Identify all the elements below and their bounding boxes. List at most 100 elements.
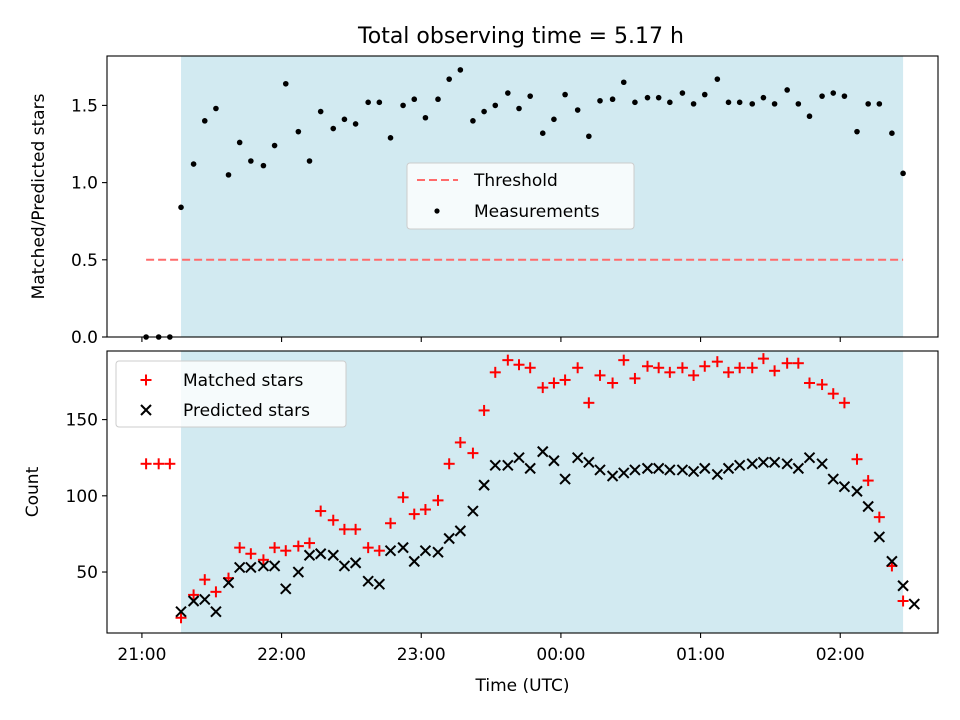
measurement-point (505, 90, 511, 96)
predicted-star-point (187, 595, 200, 607)
matched-star-point (734, 362, 746, 374)
matched-star-point (385, 517, 397, 529)
matched-star-point (746, 362, 758, 374)
matched-star-point (629, 372, 641, 384)
matched-star-point (304, 537, 316, 549)
predicted-star-point (733, 459, 746, 472)
ratio-y-tick-label: 1.5 (71, 96, 98, 116)
measurement-point (539, 130, 546, 136)
ratio-legend: Threshold Measurements (406, 162, 635, 230)
measurement-point (248, 158, 254, 164)
matched-star-point (478, 404, 490, 416)
count-axes-frame (106, 350, 939, 634)
measurement-point (201, 118, 208, 124)
measurement-point (470, 118, 476, 124)
predicted-star-point (233, 561, 246, 574)
legend-measurements-label: Measurements (474, 202, 600, 222)
time-x-tick-label: 23:00 (397, 645, 446, 665)
predicted-star-point (792, 462, 805, 475)
matched-star-point (572, 362, 584, 374)
count-y-tick-label: 100 (66, 487, 98, 507)
predicted-star-point (676, 464, 689, 476)
predicted-star-point (303, 549, 316, 561)
measurement-point (400, 102, 406, 109)
matched-star-point (769, 365, 781, 377)
predicted-star-point (594, 464, 606, 476)
measurement-point (446, 76, 452, 82)
measurement-point (830, 90, 837, 96)
matched-star-point (838, 397, 850, 409)
predicted-star-point (175, 605, 187, 618)
measurement-point (620, 79, 627, 86)
matched-star-point (454, 436, 466, 448)
predicted-star-point (722, 462, 735, 475)
matched-star-point (175, 612, 187, 624)
predicted-star-point (629, 464, 641, 476)
predicted-star-point (478, 479, 490, 491)
predicted-star-point (210, 605, 222, 618)
measurement-point (655, 94, 662, 101)
predicted-star-point (524, 462, 536, 475)
ratio-panel: 0.0 0.5 1.0 1.5 Matched/Predicted stars Thr… (29, 55, 939, 348)
measurement-point (795, 101, 802, 107)
legend-predicted-label: Predicted stars (183, 401, 310, 421)
matched-star-point (688, 369, 700, 381)
measurement-point (679, 90, 686, 96)
matched-star-point (781, 357, 793, 369)
predicted-star-point (897, 580, 909, 592)
matched-star-point (711, 356, 723, 368)
predicted-star-point (338, 560, 351, 572)
measurement-point (690, 101, 697, 107)
matched-star-point (269, 542, 281, 554)
measurement-point (889, 130, 895, 136)
predicted-star-point (373, 578, 386, 590)
matched-star-point (199, 574, 211, 586)
measurement-point (190, 161, 197, 167)
predicted-star-point (467, 505, 479, 517)
matched-star-point (419, 504, 431, 516)
matched-star-point (210, 586, 222, 598)
count-y-axis-label: Count (23, 466, 43, 517)
measurement-point (609, 96, 616, 103)
matched-star-point (443, 458, 455, 470)
predicted-star-point (571, 451, 584, 464)
matched-star-point (257, 554, 269, 566)
predicted-star-point (908, 598, 920, 610)
measurement-point (714, 76, 721, 82)
predicted-star-point (257, 560, 270, 572)
predicted-star-point (851, 485, 863, 497)
matched-star-point (502, 354, 514, 366)
measurement-point (411, 96, 418, 103)
predicted-star-point (803, 451, 816, 464)
measurement-point (574, 107, 581, 113)
matched-star-point (292, 540, 304, 552)
measurement-point (481, 108, 487, 115)
predicted-star-point (397, 541, 409, 554)
count-legend: Matched stars Predicted stars (115, 360, 347, 428)
matched-star-point (559, 374, 571, 386)
measurement-point (492, 102, 499, 109)
measurement-point (644, 94, 651, 101)
predicted-star-point (362, 575, 374, 587)
predicted-star-point (827, 473, 839, 485)
predicted-star-point (537, 445, 549, 458)
ratio-y-tick-label: 0.0 (71, 328, 98, 348)
ratio-y-axis-label: Matched/Predicted stars (29, 93, 49, 299)
predicted-star-point (513, 451, 525, 464)
time-x-tick-label: 01:00 (676, 645, 725, 665)
measurement-point (667, 99, 673, 106)
predicted-star-point (886, 555, 898, 568)
matched-star-point (338, 523, 350, 535)
measurement-point (422, 114, 429, 121)
count-axis-ticks: 50 100 150 21:00 22:00 23:00 00:00 01:00 02:00 (66, 411, 865, 665)
time-x-tick-label: 22:00 (257, 645, 306, 665)
predicted-star-point (432, 546, 444, 558)
measurement-point (749, 101, 756, 107)
time-x-tick-label: 00:00 (536, 645, 585, 665)
matched-star-point (664, 366, 676, 378)
matched-star-point (350, 523, 362, 535)
measurement-point (435, 96, 441, 103)
measurement-point (841, 93, 848, 99)
matched-star-point (851, 453, 863, 465)
predicted-star-point (768, 456, 781, 468)
